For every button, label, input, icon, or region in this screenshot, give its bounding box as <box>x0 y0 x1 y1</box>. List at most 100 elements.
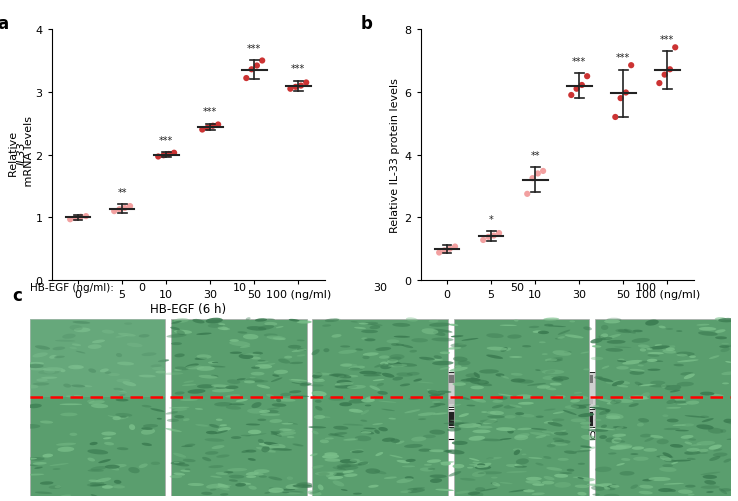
Ellipse shape <box>554 474 568 478</box>
Ellipse shape <box>258 439 264 443</box>
Point <box>582 73 593 81</box>
Ellipse shape <box>287 493 300 494</box>
Ellipse shape <box>396 441 404 444</box>
Ellipse shape <box>689 438 696 441</box>
Ellipse shape <box>461 379 480 382</box>
Ellipse shape <box>715 330 725 333</box>
Ellipse shape <box>379 374 384 376</box>
Ellipse shape <box>370 324 382 327</box>
Ellipse shape <box>492 482 500 486</box>
Ellipse shape <box>612 437 621 443</box>
Ellipse shape <box>369 397 375 401</box>
Ellipse shape <box>433 331 446 336</box>
Ellipse shape <box>384 476 397 479</box>
Ellipse shape <box>591 486 604 491</box>
Ellipse shape <box>531 492 545 495</box>
Ellipse shape <box>339 402 352 406</box>
Ellipse shape <box>262 449 276 452</box>
Ellipse shape <box>666 407 681 409</box>
Ellipse shape <box>91 466 106 470</box>
Ellipse shape <box>480 420 497 423</box>
Ellipse shape <box>325 437 334 439</box>
Ellipse shape <box>428 390 441 396</box>
Ellipse shape <box>241 450 249 453</box>
Point <box>69 214 81 222</box>
Ellipse shape <box>238 354 253 359</box>
Text: a: a <box>0 15 8 33</box>
Ellipse shape <box>430 478 442 483</box>
Ellipse shape <box>169 407 190 409</box>
Ellipse shape <box>379 401 396 403</box>
Ellipse shape <box>601 337 613 340</box>
Ellipse shape <box>687 458 696 460</box>
Ellipse shape <box>672 424 686 426</box>
Ellipse shape <box>720 488 731 491</box>
Ellipse shape <box>507 335 522 339</box>
Ellipse shape <box>238 332 247 334</box>
Ellipse shape <box>263 363 275 366</box>
Point <box>493 229 505 237</box>
Text: ***: *** <box>203 107 217 117</box>
Ellipse shape <box>387 359 398 364</box>
Ellipse shape <box>227 380 241 384</box>
Ellipse shape <box>630 396 647 400</box>
Ellipse shape <box>256 447 265 450</box>
Ellipse shape <box>174 330 192 334</box>
Ellipse shape <box>601 325 608 330</box>
Point <box>251 63 263 71</box>
Ellipse shape <box>447 428 461 432</box>
Ellipse shape <box>297 321 311 324</box>
Ellipse shape <box>490 411 504 415</box>
Ellipse shape <box>720 346 730 348</box>
Ellipse shape <box>721 372 736 375</box>
Ellipse shape <box>361 431 374 434</box>
Ellipse shape <box>504 415 516 419</box>
Ellipse shape <box>222 328 230 331</box>
Ellipse shape <box>389 455 403 458</box>
Ellipse shape <box>430 405 441 408</box>
Ellipse shape <box>607 402 616 405</box>
Ellipse shape <box>312 379 325 382</box>
Ellipse shape <box>310 385 324 387</box>
Ellipse shape <box>142 405 151 408</box>
Bar <box>312 319 448 496</box>
Point <box>196 126 208 134</box>
Ellipse shape <box>607 488 615 490</box>
Ellipse shape <box>554 430 566 434</box>
Ellipse shape <box>156 418 162 420</box>
Ellipse shape <box>365 396 374 399</box>
Ellipse shape <box>269 487 283 491</box>
Ellipse shape <box>212 389 234 393</box>
Ellipse shape <box>116 399 128 402</box>
Point <box>669 44 681 52</box>
Ellipse shape <box>117 379 131 383</box>
Ellipse shape <box>633 457 649 461</box>
Ellipse shape <box>341 489 348 491</box>
Text: ← 18 kDa: ← 18 kDa <box>643 399 685 408</box>
Text: ***: *** <box>572 57 586 66</box>
Point <box>570 86 582 94</box>
Ellipse shape <box>390 439 400 443</box>
Ellipse shape <box>595 428 615 430</box>
Ellipse shape <box>279 428 292 431</box>
Ellipse shape <box>241 435 251 436</box>
Ellipse shape <box>621 458 630 461</box>
Ellipse shape <box>614 347 632 348</box>
Ellipse shape <box>87 399 94 403</box>
Text: b: b <box>361 15 373 33</box>
Ellipse shape <box>515 412 524 415</box>
Ellipse shape <box>36 379 48 382</box>
Ellipse shape <box>328 476 343 479</box>
Ellipse shape <box>196 366 215 371</box>
Ellipse shape <box>553 376 569 381</box>
Ellipse shape <box>469 491 483 497</box>
Text: **: ** <box>531 150 540 160</box>
Ellipse shape <box>216 486 230 490</box>
Ellipse shape <box>547 444 556 447</box>
Ellipse shape <box>315 406 323 411</box>
Ellipse shape <box>496 396 508 400</box>
Ellipse shape <box>290 396 309 397</box>
Ellipse shape <box>451 336 463 338</box>
Ellipse shape <box>486 347 507 351</box>
Ellipse shape <box>257 362 269 363</box>
